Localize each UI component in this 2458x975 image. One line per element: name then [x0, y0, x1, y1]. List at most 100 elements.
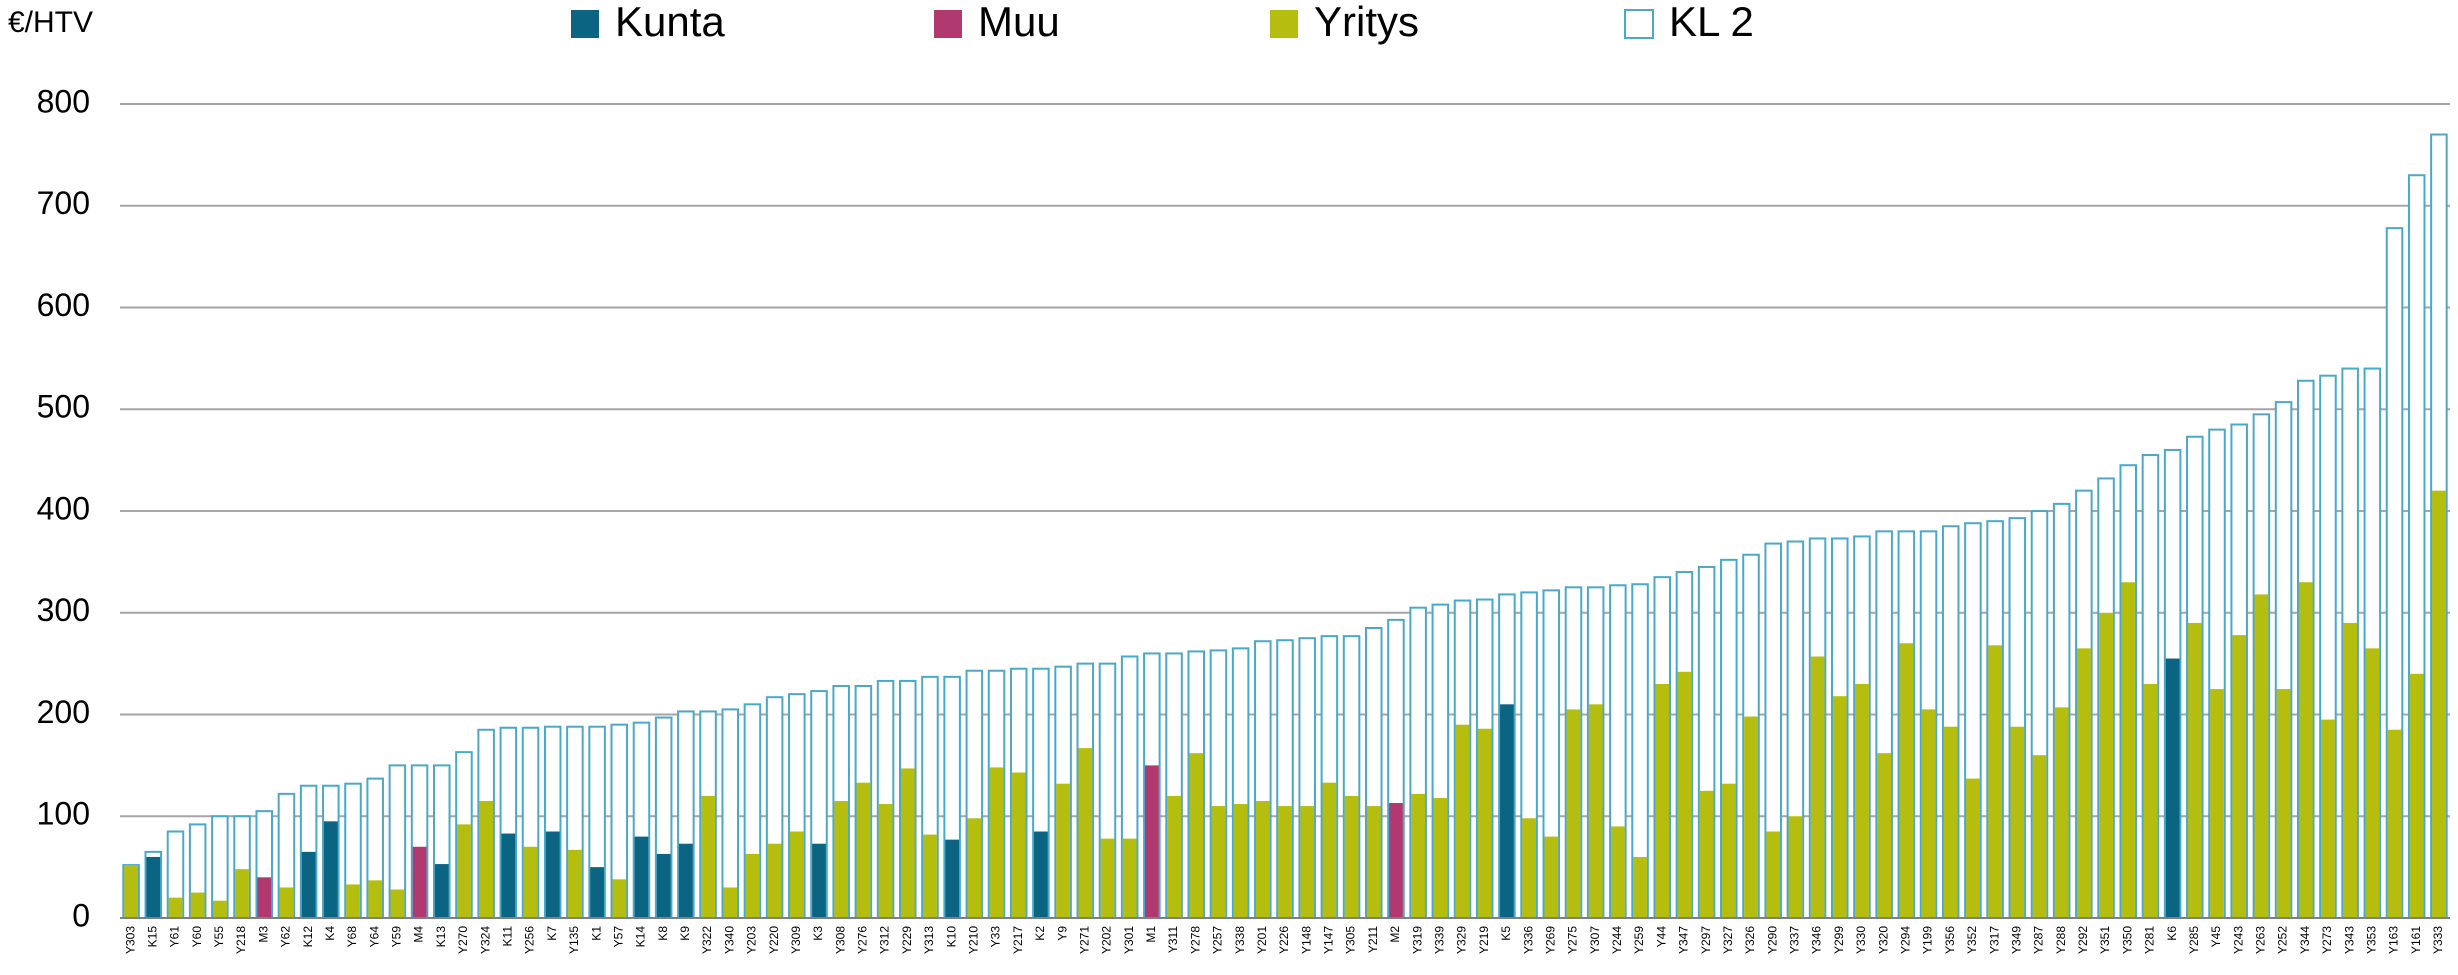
x-tick-label: Y281: [2143, 926, 2157, 954]
bar: [1522, 818, 1536, 918]
x-tick-label: Y226: [1277, 926, 1291, 954]
bar: [1744, 716, 1758, 918]
x-tick-label: Y356: [1943, 926, 1957, 954]
bar: [1144, 765, 1159, 918]
bar: [390, 889, 405, 918]
bar: [1855, 683, 1869, 918]
bar: [656, 853, 671, 918]
x-tick-label: Y257: [1211, 926, 1225, 954]
bar: [1011, 772, 1026, 918]
legend-swatch: [1624, 9, 1654, 39]
bar: [323, 821, 338, 918]
x-tick-label: Y294: [1899, 926, 1913, 954]
x-tick-label: Y285: [2187, 926, 2201, 954]
bar: [989, 767, 1004, 918]
bar: [745, 853, 760, 918]
x-tick-label: K13: [434, 926, 448, 948]
x-tick-label: Y201: [1255, 926, 1269, 954]
bar: [1988, 645, 2002, 918]
x-tick-label: M3: [256, 926, 270, 943]
x-tick-label: Y312: [878, 926, 892, 954]
bar: [346, 884, 360, 918]
x-tick-label: Y338: [1233, 926, 1247, 954]
x-tick-label: K4: [323, 926, 337, 941]
x-tick-label: K6: [2165, 926, 2179, 941]
legend-label: KL 2: [1669, 0, 1754, 45]
x-tick-label: Y327: [1721, 926, 1735, 954]
x-tick-label: Y290: [1765, 926, 1779, 954]
bar: [1034, 831, 1048, 918]
bar: [634, 836, 649, 918]
x-tick-label: Y202: [1100, 926, 1114, 954]
bar-outline: [721, 708, 740, 919]
bar: [457, 824, 471, 918]
bar: [1899, 643, 1914, 918]
bar: [301, 851, 316, 918]
x-tick-label: Y292: [2076, 926, 2090, 954]
bar: [2054, 707, 2069, 918]
bar: [1278, 806, 1292, 918]
x-tick-label: Y217: [1011, 926, 1025, 954]
y-tick-label: 500: [37, 389, 90, 425]
x-tick-label: Y347: [1677, 926, 1691, 954]
x-tick-label: Y55: [212, 926, 226, 948]
x-tick-label: Y307: [1588, 926, 1602, 954]
bar: [1966, 778, 1980, 918]
bar: [834, 800, 849, 918]
bar: [1233, 804, 1248, 918]
y-tick-label: 200: [37, 694, 90, 730]
bar: [2432, 490, 2446, 918]
x-tick-label: Y344: [2298, 926, 2312, 954]
bar: [1788, 816, 1803, 918]
bar: [368, 880, 383, 918]
x-tick-label: Y350: [2120, 926, 2134, 954]
bar: [1721, 783, 1736, 918]
bar: [501, 833, 516, 918]
x-tick-label: Y308: [833, 926, 847, 954]
x-tick-label: Y275: [1566, 926, 1580, 954]
bar: [2165, 658, 2180, 918]
bar: [1633, 856, 1647, 918]
x-tick-label: Y278: [1188, 926, 1202, 954]
y-tick-label: 400: [37, 490, 90, 526]
bar: [2099, 612, 2113, 918]
x-tick-label: Y244: [1610, 926, 1624, 954]
x-tick-label: Y210: [967, 926, 981, 954]
x-tick-label: Y276: [856, 926, 870, 954]
bar: [1566, 709, 1581, 918]
bar: [2032, 755, 2047, 918]
x-tick-label: Y287: [2032, 926, 2046, 954]
x-tick-label: M4: [412, 926, 426, 943]
bar: [967, 818, 982, 918]
x-tick-label: Y33: [989, 926, 1003, 948]
x-tick-label: Y303: [123, 926, 137, 954]
bar: [2187, 622, 2202, 918]
x-tick-label: Y45: [2209, 926, 2223, 948]
x-tick-label: Y343: [2342, 926, 2356, 954]
x-tick-label: K9: [678, 926, 692, 941]
x-tick-label: K1: [589, 926, 603, 941]
x-tick-label: Y336: [1521, 926, 1535, 954]
y-tick-label: 600: [37, 287, 90, 323]
bar: [168, 897, 183, 918]
y-tick-label: 800: [37, 83, 90, 119]
bar: [1189, 753, 1204, 918]
x-tick-label: K7: [545, 926, 559, 941]
x-tick-label: Y259: [1632, 926, 1646, 954]
x-tick-label: Y288: [2054, 926, 2068, 954]
x-tick-label: Y68: [345, 926, 359, 948]
bar: [235, 869, 249, 918]
bar: [1655, 683, 1670, 918]
x-tick-label: Y319: [1410, 926, 1424, 954]
legend-swatch: [571, 10, 599, 38]
x-tick-label: Y199: [1921, 926, 1935, 954]
bar: [412, 846, 427, 918]
bar: [1344, 795, 1359, 918]
y-tick-label: 0: [72, 897, 90, 933]
x-tick-label: Y324: [478, 926, 492, 954]
x-tick-label: Y326: [1743, 926, 1757, 954]
x-tick-label: Y135: [567, 926, 581, 954]
bar: [1943, 726, 1958, 918]
bar: [1766, 831, 1781, 918]
